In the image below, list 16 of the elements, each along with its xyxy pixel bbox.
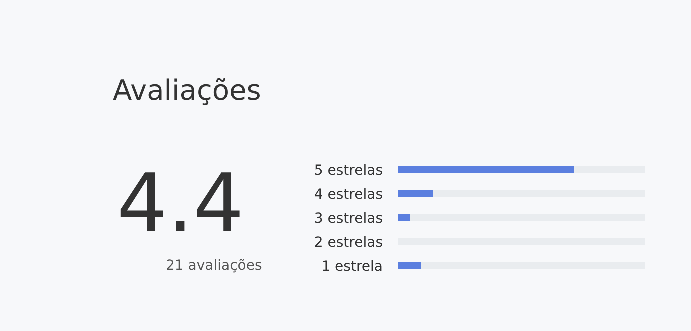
- bar: [398, 262, 422, 270]
- y-tick-label: 2 estrelas: [314, 234, 383, 251]
- y-tick-label: 3 estrelas: [314, 210, 383, 227]
- text: 4.4: [117, 157, 244, 250]
- y-tick-label: 5 estrelas: [314, 162, 383, 179]
- bar: [574, 166, 645, 174]
- chart-title: Avaliações: [113, 74, 262, 107]
- bar: [433, 190, 645, 198]
- bar: [421, 262, 645, 270]
- y-tick-label: 1 estrela: [322, 258, 383, 275]
- bar: [398, 190, 434, 198]
- bar: [410, 214, 645, 222]
- y-tick-label: 4 estrelas: [314, 186, 383, 203]
- text: 21 avaliações: [166, 258, 262, 274]
- bar: [398, 166, 574, 174]
- bar: [398, 214, 410, 222]
